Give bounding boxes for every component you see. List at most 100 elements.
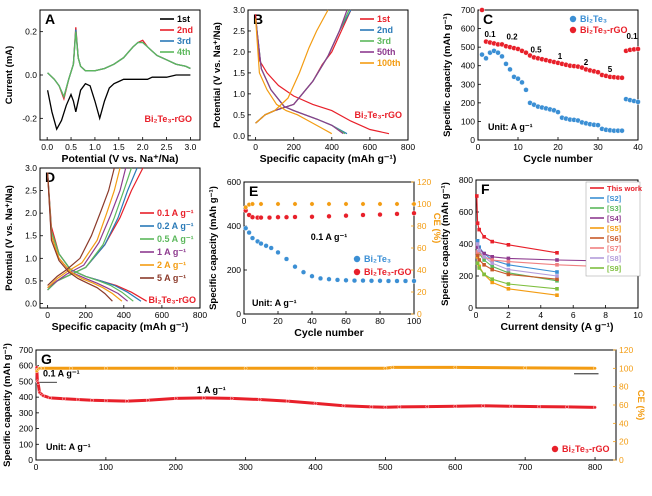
data-point xyxy=(300,269,307,275)
data-point xyxy=(479,7,485,13)
y-tick-label: 2.5 xyxy=(233,26,245,36)
y-tick-label: 100 xyxy=(461,116,475,126)
data-point xyxy=(555,263,559,267)
legend-entry: [S3] xyxy=(607,204,622,213)
legend-entry: 0.1 A g⁻¹ xyxy=(157,208,194,218)
legend-entry: 2nd xyxy=(377,25,393,35)
y-tick-label: 1.0 xyxy=(25,253,37,263)
panel-F: 0 2 4 6 8 10 0 200 400 600 800 F Current density (A … xyxy=(440,175,643,333)
data-point xyxy=(309,214,315,220)
x-tick-label: 200 xyxy=(79,310,93,320)
x-tick-label: 0 xyxy=(242,316,247,326)
rate-label: 0.1 xyxy=(626,32,638,41)
data-point xyxy=(275,201,281,207)
y-tick-label: 1.5 xyxy=(25,231,37,241)
x-tick-label: 300 xyxy=(239,462,253,472)
y-tick-label: 2.5 xyxy=(25,186,37,196)
data-point xyxy=(343,277,349,283)
y-tick-label: 800 xyxy=(459,175,473,185)
data-point xyxy=(385,278,392,284)
series-line xyxy=(47,167,127,289)
y-tick-label: 0 xyxy=(236,309,241,319)
data-point xyxy=(343,201,349,207)
data-point xyxy=(479,51,485,58)
y-tick-label: 600 xyxy=(459,207,473,217)
x-tick-label: 1.5 xyxy=(113,142,125,152)
y-tick-label: 500 xyxy=(19,376,33,386)
x-tick-label: 6 xyxy=(571,310,576,320)
y2-tick-label: 0 xyxy=(417,309,422,319)
data-point xyxy=(490,258,494,262)
data-point xyxy=(246,230,252,236)
x-tick-label: 800 xyxy=(588,462,602,472)
x-tick-label: 10 xyxy=(513,142,523,152)
data-point xyxy=(411,210,417,216)
x-axis-label: Potential (V vs. Na⁺/Na) xyxy=(62,153,179,165)
panel-label: B xyxy=(253,11,263,27)
series-line xyxy=(47,27,191,102)
y2-tick-label: 80 xyxy=(619,382,629,392)
y2-tick-label: 20 xyxy=(417,287,427,297)
x-tick-label: 100 xyxy=(99,462,113,472)
y-tick-label: 400 xyxy=(227,221,241,231)
data-point xyxy=(506,259,511,264)
series-line xyxy=(47,172,148,302)
data-point xyxy=(482,258,486,262)
data-point xyxy=(383,366,388,371)
x-tick-label: 2 xyxy=(506,310,511,320)
y2-tick-label: 0 xyxy=(619,455,624,465)
data-point xyxy=(619,127,625,134)
series-line xyxy=(476,195,558,254)
data-point xyxy=(397,405,402,409)
data-point xyxy=(313,401,318,406)
x-axis-label: Cycle number xyxy=(294,327,363,339)
y-tick-label: 2.0 xyxy=(25,208,37,218)
x-tick-label: 1.0 xyxy=(89,142,101,152)
y-tick-label: 600 xyxy=(19,361,33,371)
legend-entry: 1st xyxy=(177,14,190,24)
legend-entry: 1st xyxy=(377,14,390,24)
unit-label: Unit: A g⁻¹ xyxy=(46,442,91,452)
y2-tick-label: 120 xyxy=(417,177,431,187)
legend-entry: 50th xyxy=(377,47,396,57)
x-tick-label: 0.5 xyxy=(65,142,77,152)
data-point xyxy=(368,278,375,284)
data-point xyxy=(555,251,559,255)
y-tick-label: 0.0 xyxy=(25,298,37,308)
x-tick-label: 8 xyxy=(603,310,608,320)
x-tick-label: 0 xyxy=(45,310,50,320)
y-tick-label: 0 xyxy=(468,303,473,313)
data-point xyxy=(593,405,597,410)
data-point xyxy=(593,366,597,371)
data-point xyxy=(490,277,494,281)
y-tick-label: 200 xyxy=(227,265,241,275)
data-point xyxy=(509,404,514,409)
x-tick-label: 20 xyxy=(553,142,563,152)
legend-marker xyxy=(569,26,577,34)
y2-tick-label: 60 xyxy=(417,243,427,253)
panel-label: C xyxy=(483,11,493,27)
legend-entry: 0.2 A g⁻¹ xyxy=(157,221,194,231)
legend-entry: 2nd xyxy=(177,25,193,35)
y-axis-label: Specific capacity (mAh g⁻¹) xyxy=(442,13,453,137)
data-point xyxy=(555,277,559,281)
data-point xyxy=(555,258,559,262)
chart-annotation: Bi₂Te₃-rGO xyxy=(355,110,403,120)
legend-entry: [S4] xyxy=(607,214,622,223)
x-axis-label: Current density (A g⁻¹) xyxy=(500,321,613,333)
x-tick-label: 80 xyxy=(375,316,385,326)
x-tick-label: 800 xyxy=(401,142,415,152)
data-point xyxy=(258,215,264,221)
data-point xyxy=(377,201,383,207)
data-point xyxy=(490,239,494,244)
legend-entry: This work xyxy=(607,184,643,193)
data-point xyxy=(475,242,480,246)
legend-entry: Bi₂Te₃ xyxy=(364,254,391,264)
data-point xyxy=(390,365,395,370)
y-axis-label: Specific capacity (mAh g⁻¹) xyxy=(440,182,451,306)
data-point xyxy=(173,366,178,371)
y2-axis-label: CE (%) xyxy=(431,213,442,244)
data-point xyxy=(635,99,641,105)
x-tick-label: 0.0 xyxy=(41,142,53,152)
